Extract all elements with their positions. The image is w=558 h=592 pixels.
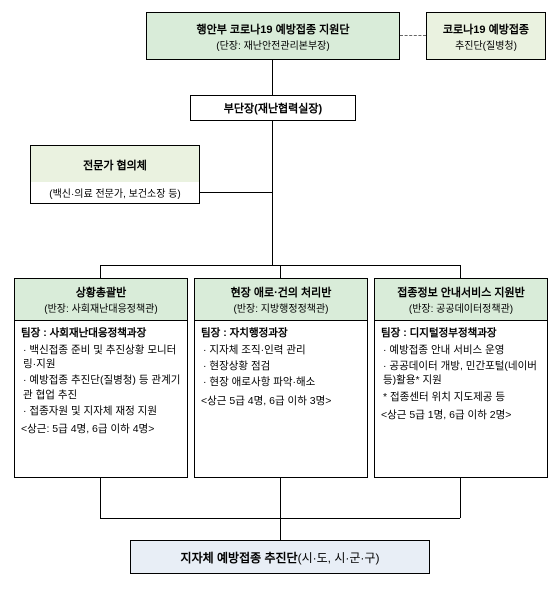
team1-foot: <상근: 5급 4명, 6급 이하 4명> bbox=[21, 421, 181, 436]
list-item: · 현장 애로사항 파악·해소 bbox=[203, 375, 361, 389]
org-top-main-sub: (단장: 재난안전관리본부장) bbox=[216, 37, 329, 52]
team3-title: 접종정보 안내서비스 지원반 bbox=[377, 284, 545, 300]
org-deputy: 부단장(재난협력실장) bbox=[190, 95, 356, 121]
list-item: · 지자체 조직·인력 관리 bbox=[203, 343, 361, 357]
org-bottom-rest: (시·도, 시·군·구) bbox=[298, 551, 380, 565]
list-item: · 백신접종 준비 및 추진상황 모니터링·지원 bbox=[23, 343, 181, 371]
team2-items: · 지자체 조직·인력 관리 · 현장상황 점검 · 현장 애로사항 파악·해소 bbox=[201, 343, 361, 390]
org-top-main: 행안부 코로나19 예방접종 지원단 (단장: 재난안전관리본부장) bbox=[146, 12, 400, 60]
org-top-side-title: 코로나19 예방접종 bbox=[443, 21, 529, 37]
team-box-3: 접종정보 안내서비스 지원반 (반장: 공공데이터정책관) 팀장 : 디지털정부… bbox=[374, 278, 548, 478]
team1-lead: 팀장 : 사회재난대응정책과장 bbox=[21, 325, 181, 340]
team1-sub: (반장: 사회재난대응정책관) bbox=[17, 300, 185, 315]
list-item: · 현장상황 점검 bbox=[203, 359, 361, 373]
team2-title: 현장 애로·건의 처리반 bbox=[197, 284, 365, 300]
org-bottom: 지자체 예방접종 추진단(시·도, 시·군·구) bbox=[130, 540, 430, 574]
team3-foot: <상근 5급 1명, 6급 이하 2명> bbox=[381, 407, 541, 422]
org-top-main-title: 행안부 코로나19 예방접종 지원단 bbox=[197, 21, 350, 37]
org-experts-label: 전문가 협의체 bbox=[83, 157, 147, 173]
org-top-side-sub: 추진단(질병청) bbox=[455, 37, 517, 52]
team3-lead: 팀장 : 디지털정부정책과장 bbox=[381, 325, 541, 340]
list-item: · 예방접종 안내 서비스 운영 bbox=[383, 343, 541, 357]
org-experts: 전문가 협의체 bbox=[30, 145, 200, 183]
team3-items: · 예방접종 안내 서비스 운영 · 공공데이터 개방, 민간포털(네이버 등)… bbox=[381, 343, 541, 404]
team2-sub: (반장: 지방행정정책관) bbox=[197, 300, 365, 315]
list-item: · 예방접종 추진단(질병청) 등 관계기관 협업 추진 bbox=[23, 373, 181, 401]
team-box-2: 현장 애로·건의 처리반 (반장: 지방행정정책관) 팀장 : 자치행정과장 ·… bbox=[194, 278, 368, 478]
org-bottom-bold: 지자체 예방접종 추진단 bbox=[181, 551, 298, 565]
team1-items: · 백신접종 준비 및 추진상황 모니터링·지원 · 예방접종 추진단(질병청)… bbox=[21, 343, 181, 418]
team-box-1: 상황총괄반 (반장: 사회재난대응정책관) 팀장 : 사회재난대응정책과장 · … bbox=[14, 278, 188, 478]
org-experts-sub: (백신·의료 전문가, 보건소장 등) bbox=[49, 185, 181, 200]
org-experts-sub-box: (백신·의료 전문가, 보건소장 등) bbox=[30, 182, 200, 204]
team2-foot: <상근 5급 4명, 6급 이하 3명> bbox=[201, 393, 361, 408]
team3-sub: (반장: 공공데이터정책관) bbox=[377, 300, 545, 315]
team1-title: 상황총괄반 bbox=[17, 284, 185, 300]
list-item: * 접종센터 위치 지도제공 등 bbox=[383, 390, 541, 404]
team2-lead: 팀장 : 자치행정과장 bbox=[201, 325, 361, 340]
org-top-side: 코로나19 예방접종 추진단(질병청) bbox=[426, 12, 546, 60]
list-item: · 공공데이터 개방, 민간포털(네이버 등)활용* 지원 bbox=[383, 359, 541, 387]
org-deputy-label: 부단장(재난협력실장) bbox=[224, 100, 322, 116]
list-item: · 접종자원 및 지자체 재정 지원 bbox=[23, 404, 181, 418]
